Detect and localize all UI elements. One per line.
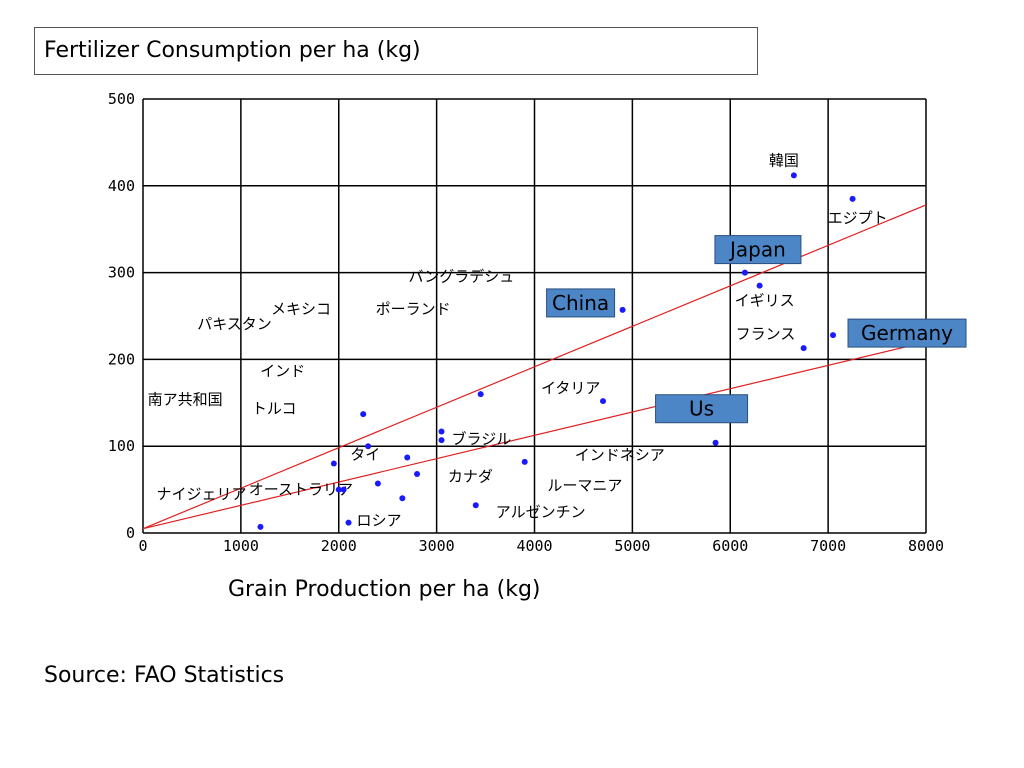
data-point [399,495,406,502]
highlight-label-box [655,394,749,424]
point-label: パキスタン [197,315,272,333]
data-point [340,486,347,493]
point-label: メキシコ [271,300,331,318]
point-label: ブラジル [452,430,512,448]
data-point [472,502,479,509]
point-label: 韓国 [769,151,799,169]
x-axis-label: Grain Production per ha (kg) [228,577,541,602]
data-point [521,458,528,465]
y-tick-label: 500 [108,90,135,108]
data-point [741,269,748,276]
point-label: インド [260,362,305,380]
data-point [830,332,837,339]
x-tick-label: 1000 [223,537,259,555]
point-label: バングラデシュ [409,267,515,285]
point-label: China [552,291,609,315]
data-point [404,454,411,461]
point-label: エジプト [828,209,888,227]
point-label: トルコ [252,400,297,418]
x-tick-label: 4000 [516,537,552,555]
point-label: イタリア [541,379,600,397]
highlight-label-box [546,288,616,318]
point-label: ポーランド [376,300,451,318]
point-label: アルゼンチン [496,503,586,521]
x-tick-label: 7000 [810,537,846,555]
point-label: カナダ [448,468,493,486]
data-point [330,460,337,467]
data-point [365,443,372,450]
point-label: イギリス [735,292,795,310]
data-point [374,480,381,487]
chart-title: Fertilizer Consumption per ha (kg) [34,27,758,75]
source-note: Source: FAO Statistics [44,663,285,688]
data-point [414,470,421,477]
data-point [438,428,445,435]
data-point [849,195,856,202]
trend-line [142,341,927,530]
highlight-label-box [847,318,967,348]
data-point [360,411,367,418]
scatter-chart: 0 1000 2000 3000 4000 5000 6000 7000 8000 0 100 200… [108,90,967,555]
data-point [790,172,797,179]
point-label: 南ア共和国 [148,391,223,409]
y-tick-label: 100 [108,437,135,455]
point-label: Us [689,397,714,421]
point-label: インドネシア [575,446,665,464]
data-point [600,398,607,405]
point-label: Japan [728,238,786,262]
point-label: タイ [350,445,380,463]
data-point [438,437,445,444]
point-label: フランス [736,325,796,343]
data-point [756,282,763,289]
data-point [345,519,352,526]
data-point [477,391,484,398]
x-tick-label: 3000 [419,537,455,555]
point-label: ロシア [357,512,402,530]
data-point [335,486,342,493]
y-tick-label: 200 [108,350,135,368]
highlight-label-box [714,235,802,265]
x-tick-label: 6000 [712,537,748,555]
data-point [800,345,807,352]
data-point [619,306,626,313]
point-label: Germany [861,321,953,345]
point-label: オーストラリア [249,481,353,499]
x-tick-label: 5000 [614,537,650,555]
y-tick-label: 400 [108,177,135,195]
point-label: ルーマニア [547,476,622,494]
x-tick-label: 0 [138,537,147,555]
y-tick-label: 0 [126,524,135,542]
x-tick-label: 8000 [908,537,944,555]
y-tick-label: 300 [108,264,135,282]
data-point [257,523,264,530]
data-point [712,439,719,446]
x-tick-label: 2000 [321,537,357,555]
point-label: ナイジェリア [156,485,246,503]
